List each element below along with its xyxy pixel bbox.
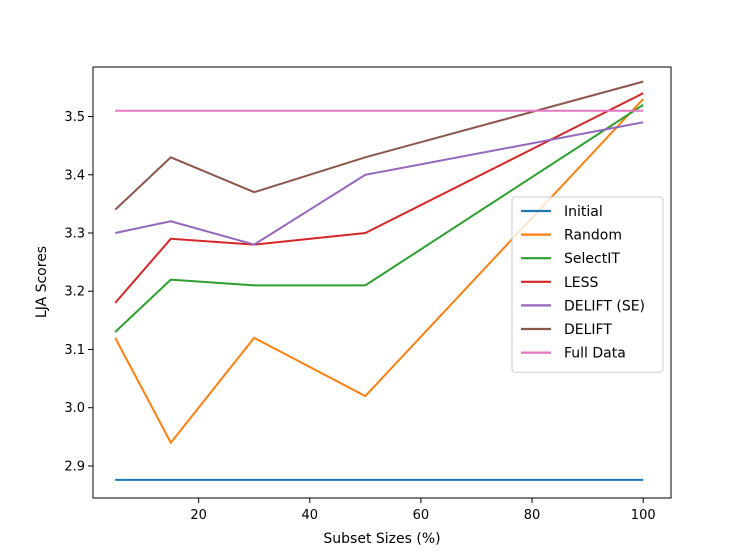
x-tick-label: 20 — [190, 508, 207, 523]
legend: Initial Random SelectIT LESS DELIFT (SE) DELI… — [511, 196, 664, 373]
series-line-selectit — [114, 104, 644, 333]
series-line-random — [114, 98, 644, 445]
x-axis: 20 40 60 80 100 — [190, 498, 656, 523]
x-tick-label: 80 — [524, 508, 541, 523]
y-tick-label: 3.0 — [64, 401, 85, 416]
y-tick-label: 2.9 — [64, 459, 85, 474]
y-tick-label: 3.3 — [64, 226, 85, 241]
legend-label: DELIFT (SE) — [564, 298, 645, 314]
legend-label: Random — [564, 228, 622, 244]
legend-label: DELIFT — [564, 322, 612, 338]
series-line-delift — [114, 80, 644, 211]
y-axis: 2.9 3.0 3.1 3.2 3.3 3.4 3.5 — [64, 110, 93, 474]
legend-label: LESS — [564, 275, 599, 291]
legend-label: SelectIT — [564, 251, 620, 267]
y-tick-label: 3.5 — [64, 110, 85, 125]
x-tick-label: 40 — [301, 508, 318, 523]
series-line-delift-se — [114, 121, 644, 246]
plot-frame — [92, 66, 672, 499]
x-tick-label: 100 — [631, 508, 656, 523]
y-tick-label: 3.4 — [64, 168, 85, 183]
x-tick-label: 60 — [413, 508, 430, 523]
x-axis-label: Subset Sizes (%) — [323, 531, 440, 547]
y-tick-label: 3.2 — [64, 285, 85, 300]
legend-label: Full Data — [564, 346, 626, 362]
series-layer — [114, 80, 644, 481]
y-tick-label: 3.1 — [64, 343, 85, 358]
y-axis-label: LJA Scores — [34, 246, 50, 318]
legend-label: Initial — [564, 204, 603, 220]
